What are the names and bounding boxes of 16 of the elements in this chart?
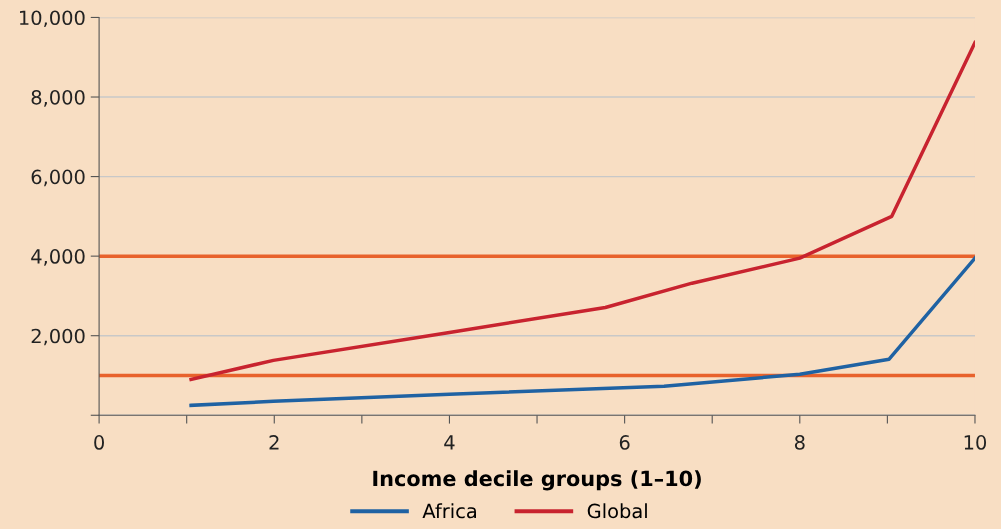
legend-label: Africa (422, 503, 476, 519)
x-axis-title: Income decile groups (1–10) (373, 470, 701, 491)
x-tick-label: 0 (94, 435, 104, 450)
x-tick-label: 6 (619, 435, 630, 450)
y-tick-label: 2,000 (31, 328, 85, 346)
x-tick-label: 10 (964, 435, 987, 450)
x-tick-label: 4 (444, 435, 455, 450)
y-tick-label: 8,000 (31, 89, 85, 107)
y-tick-label: 6,000 (31, 169, 85, 187)
y-tick-label: 4,000 (31, 249, 85, 266)
line-series (189, 40, 975, 382)
legend-label: Global (587, 503, 647, 519)
x-tick-label: 2 (269, 435, 279, 450)
x-tick-label: 8 (794, 435, 805, 450)
y-tick-label: 10,000 (20, 10, 85, 28)
line-series (189, 256, 975, 408)
